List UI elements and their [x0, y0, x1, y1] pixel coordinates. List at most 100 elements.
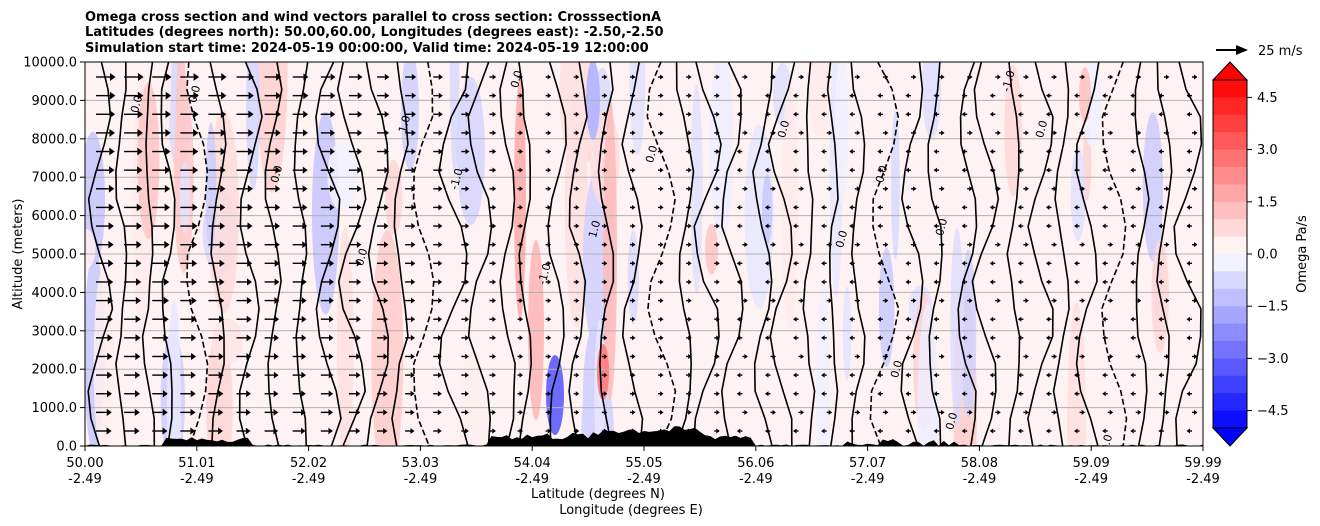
omega-contour [238, 62, 263, 446]
wind-vector-head [302, 185, 308, 193]
wind-vector-head [547, 353, 552, 359]
wind-vector-head [465, 316, 470, 322]
wind-vector-head [135, 371, 141, 379]
wind-vector-head [933, 372, 938, 378]
wind-vector-head [877, 223, 881, 229]
wind-vector-head [800, 74, 805, 80]
omega-contour [621, 62, 644, 446]
omega-band [842, 286, 852, 381]
wind-vector-head [163, 296, 169, 305]
wind-vector-head [438, 167, 443, 174]
wind-vector-head [793, 391, 797, 397]
wind-vector-head [1186, 316, 1190, 322]
wind-vector-head [219, 296, 225, 305]
wind-vector-head [106, 390, 112, 398]
wind-vector-head [410, 409, 415, 416]
colorbar-segment [1213, 375, 1247, 394]
wind-vector-head [912, 186, 917, 192]
contour-label: 0.0 [1033, 119, 1050, 139]
wind-vector-head [997, 186, 1001, 192]
wind-vector-head [793, 428, 797, 434]
wind-vector-head [357, 204, 362, 211]
wind-vector-head [1194, 298, 1198, 304]
wind-vector-head [164, 259, 170, 268]
wind-vector-head [411, 92, 417, 99]
omega-contour [646, 62, 677, 446]
wind-vector-head [849, 316, 853, 322]
wind-vector-head [275, 129, 281, 137]
y-tick-label: 3000.0 [32, 324, 78, 339]
wind-vector-head [519, 111, 524, 117]
wind-vector-head [465, 167, 470, 173]
colorbar-segment [1213, 358, 1247, 377]
wind-vector-head [164, 184, 171, 193]
colorbar-segment [1213, 219, 1247, 238]
wind-vector-head [660, 149, 664, 155]
wind-vector-head [905, 260, 909, 266]
omega-contour [293, 62, 309, 446]
colorbar-segment [1213, 410, 1247, 429]
wind-vector-head [828, 242, 833, 248]
wind-vector-head [547, 111, 552, 117]
wind-vector-head [383, 390, 388, 397]
wind-vector-head [1074, 111, 1078, 117]
wind-vector-head [356, 390, 361, 397]
wind-vector-head [764, 391, 769, 397]
wind-vector-head [492, 297, 497, 304]
wind-vector-head [355, 427, 361, 435]
wind-vector-head [849, 93, 853, 99]
wind-vector-head [1017, 316, 1022, 322]
wind-vector-head [465, 92, 470, 99]
colorbar-segment [1213, 184, 1247, 203]
wind-vector-head [519, 242, 524, 248]
wind-vector-head [547, 316, 552, 322]
wind-vector-head [575, 428, 580, 434]
title-line-1: Omega cross section and wind vectors par… [85, 10, 661, 25]
wind-vector-head [660, 186, 664, 192]
wind-vector-head [465, 391, 469, 397]
omega-contour [1075, 62, 1100, 446]
wind-vector-head [1102, 111, 1106, 117]
wind-vector-head [793, 149, 797, 155]
wind-vector-head [660, 223, 664, 229]
contour-label: 0.0 [888, 359, 905, 379]
wind-vector-head [165, 73, 172, 81]
wind-vector-head [108, 259, 114, 268]
wind-vector-head [905, 93, 909, 99]
wind-vector-head [465, 372, 469, 378]
wind-vector-head [492, 148, 497, 155]
wind-vector-head [274, 297, 280, 305]
wind-vector-head [1109, 298, 1114, 304]
wind-vector-head [941, 353, 945, 359]
wind-vector-head [660, 409, 664, 415]
wind-vector-head [492, 409, 496, 415]
wind-vector-head [1130, 149, 1134, 155]
wind-vector-head [603, 316, 608, 322]
wind-vector-head [969, 74, 973, 80]
wind-vector-head [1074, 93, 1078, 99]
wind-vector-head [190, 371, 196, 379]
omega-contour [186, 62, 209, 446]
wind-vector-head [411, 278, 416, 285]
wind-vector-head [849, 223, 853, 229]
wind-vector-head [274, 278, 280, 286]
wind-vector-head [933, 316, 938, 322]
wind-vector-head [575, 93, 580, 99]
wind-vector-head [961, 316, 966, 322]
wind-vector-head [383, 297, 389, 304]
wind-vector-head [800, 409, 805, 415]
wind-vector-head [716, 111, 720, 117]
wind-vector-head [764, 316, 769, 322]
wind-vector-head [1053, 242, 1057, 248]
omega-band [385, 159, 403, 235]
wind-vector-head [1081, 130, 1086, 136]
wind-vector-head [165, 91, 172, 100]
wind-vector-head [328, 353, 334, 360]
wind-vector-head [134, 408, 140, 416]
wind-vector-head [688, 391, 692, 397]
wind-vector-head [519, 372, 524, 378]
wind-vector-head [357, 129, 363, 137]
wind-vector-head [519, 74, 524, 80]
wind-vector-head [356, 222, 362, 230]
